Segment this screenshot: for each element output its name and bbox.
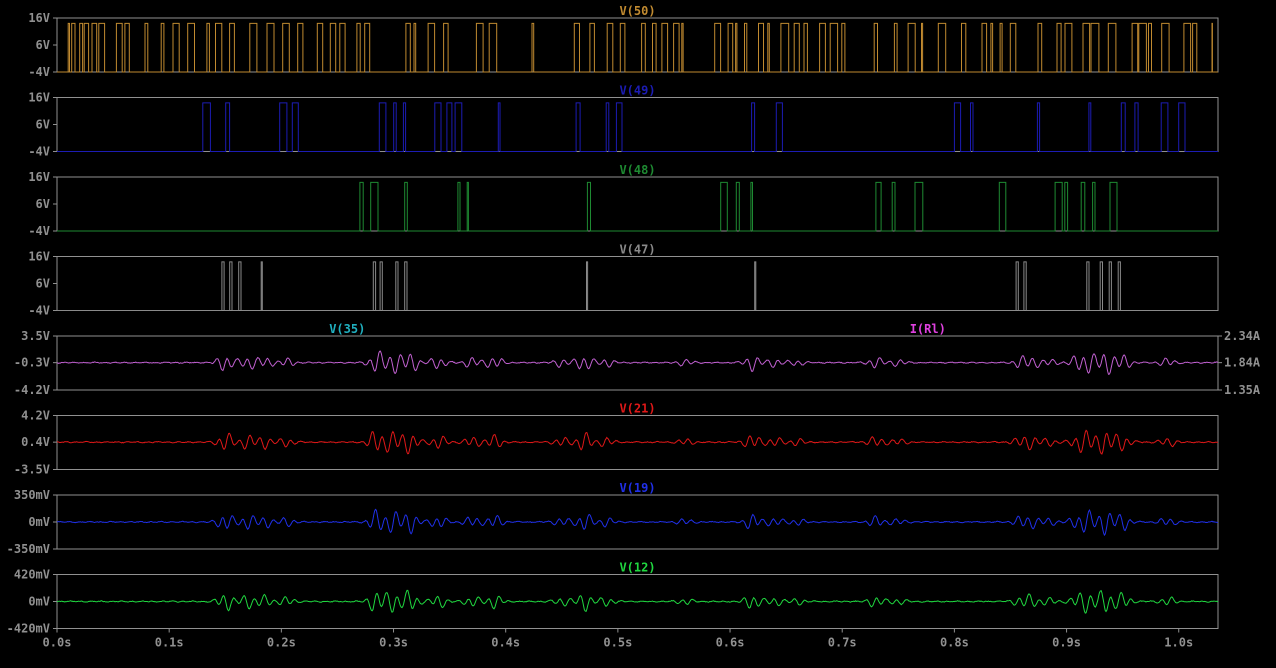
y-tick-label: -4V <box>28 224 50 238</box>
pane-frame <box>57 416 1218 470</box>
trace-line <box>57 430 1218 454</box>
trace-title: V(12) <box>619 561 655 575</box>
y-tick-label: 6V <box>36 38 50 52</box>
y-tick-label: -0.3V <box>14 356 50 370</box>
y-tick-label: 0mV <box>28 515 50 529</box>
y-tick-label: 16V <box>28 170 50 184</box>
pane-3: V(47) 16V 6V -4V <box>28 243 1218 318</box>
x-tick-label: 1.0s <box>1164 636 1193 650</box>
trace-line <box>57 262 1218 311</box>
trace-title: V(49) <box>619 84 655 98</box>
y-tick-label: -350mV <box>7 542 50 556</box>
trace-title: V(35) <box>329 322 365 336</box>
y-tick-label: -4.2V <box>14 383 50 397</box>
trace-title: V(47) <box>619 243 655 257</box>
pane-frame <box>57 18 1218 72</box>
x-axis: 0.0s 0.1s 0.2s 0.3s 0.4s 0.5s 0.6s 0.7s 0.8s 0.9s… <box>43 629 1194 650</box>
y-tick-label: -4V <box>28 304 50 318</box>
x-tick-label: 0.4s <box>491 636 520 650</box>
y-tick-label: 6V <box>36 197 50 211</box>
y-tick-label: -420mV <box>7 622 50 636</box>
pane-0: V(50) 16V 6V -4V <box>28 4 1218 79</box>
y-tick-label: 0.4V <box>21 435 50 449</box>
trace-title-secondary: I(Rl) <box>910 322 946 336</box>
trace-line <box>57 509 1218 535</box>
y-tick-label: 16V <box>28 91 50 105</box>
y-tick-label: 4.2V <box>21 409 50 423</box>
trace-line <box>57 23 1218 72</box>
x-tick-label: 0.1s <box>155 636 184 650</box>
pane-5: V(21) 4.2V 0.4V -3.5V <box>14 402 1218 477</box>
x-tick-label: 0.5s <box>603 636 632 650</box>
trace-title: V(50) <box>619 4 655 18</box>
y2-tick-label: 1.35A <box>1224 383 1261 397</box>
y-tick-label: 350mV <box>14 488 50 502</box>
pane-1: V(49) 16V 6V -4V <box>28 84 1218 159</box>
pane-7: V(12) 420mV 0mV -420mV <box>7 561 1218 636</box>
pane-frame <box>57 575 1218 629</box>
trace-title: V(21) <box>619 402 655 416</box>
y-tick-label: 6V <box>36 277 50 291</box>
pane-frame <box>57 177 1218 231</box>
pane-2: V(48) 16V 6V -4V <box>28 163 1218 238</box>
y-tick-label: -3.5V <box>14 463 50 477</box>
trace-line <box>57 182 1218 231</box>
y-tick-label: 420mV <box>14 568 50 582</box>
y2-tick-label: 1.84A <box>1224 356 1261 370</box>
trace-line <box>57 590 1218 613</box>
y-tick-label: -4V <box>28 145 50 159</box>
y-tick-label: 6V <box>36 118 50 132</box>
y2-tick-label: 2.34A <box>1224 329 1261 343</box>
y-tick-label: 3.5V <box>21 329 50 343</box>
trace-title: V(19) <box>619 481 655 495</box>
x-tick-label: 0.6s <box>716 636 745 650</box>
pane-6: V(19) 350mV 0mV -350mV <box>7 481 1218 556</box>
x-tick-label: 0.3s <box>379 636 408 650</box>
x-tick-label: 0.9s <box>1052 636 1081 650</box>
x-tick-label: 0.7s <box>828 636 857 650</box>
y-tick-label: 0mV <box>28 595 50 609</box>
trace-line <box>57 351 1218 374</box>
pane-frame <box>57 257 1218 311</box>
pane-4: V(35) I(Rl) 3.5V -0.3V -4.2V 2.34A 1.84A 1.35A <box>14 322 1261 397</box>
trace-line <box>57 103 1218 152</box>
y-tick-label: -4V <box>28 65 50 79</box>
y-tick-label: 16V <box>28 250 50 264</box>
x-tick-label: 0.8s <box>940 636 969 650</box>
trace-title: V(48) <box>619 163 655 177</box>
x-tick-label: 0.0s <box>43 636 72 650</box>
pane-frame <box>57 98 1218 152</box>
x-tick-label: 0.2s <box>267 636 296 650</box>
y-tick-label: 16V <box>28 11 50 25</box>
